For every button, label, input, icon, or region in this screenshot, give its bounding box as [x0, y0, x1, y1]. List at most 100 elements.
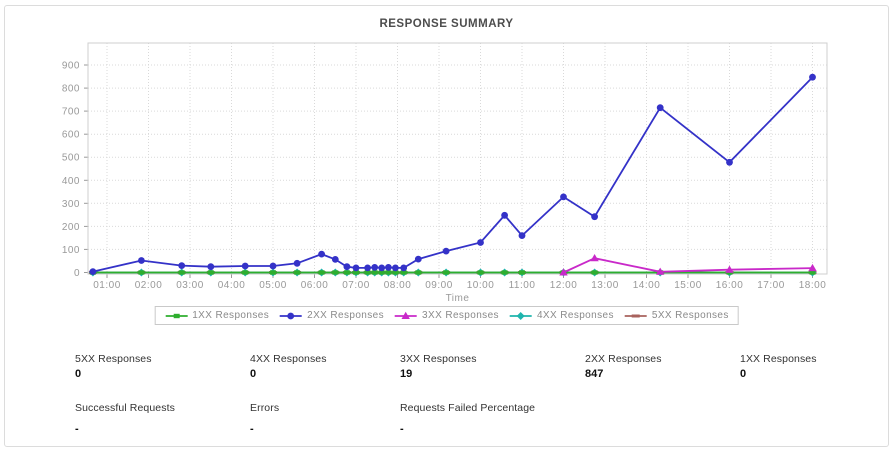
y-tick-label: 900 [62, 61, 80, 72]
x-axis-title: Time [446, 293, 470, 304]
y-tick-label: 800 [62, 84, 80, 95]
data-point-2xx-responses [501, 211, 508, 219]
data-point-2xx-responses [560, 193, 567, 201]
legend-item-2xx-responses: 2XX Responses [279, 310, 384, 321]
stat-label: 5XX Responses [75, 353, 152, 365]
chart-legend: 1XX Responses 2XX Responses 3XX Responses 4… [154, 306, 739, 325]
data-point-1xx-responses [443, 270, 450, 275]
data-point-2xx-responses [331, 256, 339, 263]
data-point-1xx-responses [343, 270, 350, 275]
stat-value: 0 [740, 368, 747, 380]
data-point-2xx-responses [293, 259, 301, 267]
response-summary-chart: 0 100 200 300 400 500 600 700 800 900 01:00 02:00 03… [62, 42, 828, 304]
data-point-2xx-responses [207, 263, 215, 271]
x-tick-label: 15:00 [674, 280, 702, 291]
stat-3xx-responses: 3XX Responses 19 [400, 353, 477, 380]
data-point-2xx-responses [385, 264, 392, 271]
stat-4xx-responses: 4XX Responses 0 [250, 353, 327, 380]
stat-5xx-responses: 5XX Responses 0 [75, 353, 152, 380]
stat-label: 2XX Responses [585, 353, 662, 365]
series-3xx-responses [559, 254, 817, 276]
legend-4xx-responses-marker-icon [509, 311, 532, 320]
legend-label: 1XX Responses [192, 310, 270, 321]
x-tick-label: 04:00 [218, 280, 246, 291]
data-point-1xx-responses [178, 270, 185, 275]
y-tick-label: 0 [74, 268, 80, 279]
y-tick-label: 300 [62, 199, 80, 210]
legend-1xx-responses-marker-icon [165, 313, 188, 318]
x-tick-label: 01:00 [93, 280, 121, 291]
data-point-3xx-responses [590, 254, 599, 262]
data-point-2xx-responses [414, 255, 422, 263]
data-point-1xx-responses [242, 270, 249, 275]
y-tick-label: 200 [62, 222, 80, 233]
data-point-2xx-responses [378, 264, 386, 272]
stat-label: Requests Failed Percentage [400, 402, 536, 414]
data-point-2xx-responses [518, 232, 526, 240]
data-point-2xx-responses [241, 262, 249, 270]
data-point-2xx-responses [591, 213, 598, 221]
legend-item-1xx-responses: 1XX Responses [164, 310, 269, 321]
data-point-1xx-responses [378, 270, 385, 275]
data-point-2xx-responses [477, 239, 484, 246]
x-tick-label: 03:00 [176, 280, 204, 291]
y-tick-label: 400 [62, 176, 80, 187]
response-summary-panel: RESPONSE SUMMARY 0 100 200 300 400 500 600 700 8… [4, 5, 889, 447]
x-tick-label: 13:00 [591, 280, 619, 291]
stat-label: 4XX Responses [250, 353, 327, 365]
data-point-1xx-responses [364, 270, 371, 275]
data-point-2xx-responses [726, 158, 733, 166]
legend-3xx-responses-marker-icon [395, 311, 418, 319]
plot-border [87, 42, 828, 275]
x-tick-label: 09:00 [425, 280, 453, 291]
stat-value: 0 [75, 368, 82, 380]
legend-5xx-responses-marker-icon [624, 314, 647, 317]
y-tick-label: 500 [62, 153, 80, 164]
stat-value: - [75, 423, 79, 435]
data-point-1xx-responses [415, 270, 422, 275]
x-tick-label: 16:00 [716, 280, 744, 291]
data-point-2xx-responses [318, 250, 325, 258]
data-point-2xx-responses [138, 257, 145, 264]
stat-1xx-responses: 1XX Responses 0 [740, 353, 817, 380]
data-point-1xx-responses [477, 270, 484, 275]
data-point-1xx-responses [400, 270, 407, 275]
legend-item-4xx-responses: 4XX Responses [509, 310, 614, 321]
data-point-2xx-responses [352, 264, 360, 272]
data-point-2xx-responses [89, 268, 97, 275]
y-tick-label: 100 [62, 245, 80, 256]
stat-successful-requests: Successful Requests - [75, 402, 175, 435]
data-point-3xx-responses [808, 263, 817, 272]
data-point-1xx-responses [294, 270, 301, 275]
legend-label: 2XX Responses [307, 310, 385, 321]
stat-value: 19 [400, 368, 413, 380]
data-point-1xx-responses [138, 270, 145, 275]
series-1xx-responses [89, 270, 816, 275]
data-point-1xx-responses [591, 270, 598, 275]
y-tick-label: 600 [62, 130, 80, 141]
data-point-1xx-responses [270, 270, 276, 275]
data-point-3xx-responses [656, 267, 665, 275]
data-point-3xx-responses [559, 268, 568, 276]
stat-label: 3XX Responses [400, 353, 477, 365]
data-point-2xx-responses [343, 263, 351, 271]
stat-label: Successful Requests [75, 402, 175, 414]
y-tick-label: 700 [62, 107, 80, 118]
x-tick-label: 11:00 [509, 280, 536, 291]
legend-item-3xx-responses: 3XX Responses [394, 310, 499, 321]
data-point-1xx-responses [207, 270, 214, 275]
stat-value: 0 [250, 368, 257, 380]
x-tick-label: 07:00 [342, 280, 370, 291]
data-point-1xx-responses [332, 270, 339, 275]
data-point-1xx-responses [371, 270, 378, 275]
stat-errors: Errors - [250, 402, 279, 435]
data-point-2xx-responses [371, 264, 379, 271]
x-tick-label: 10:00 [467, 280, 495, 291]
data-point-2xx-responses [178, 262, 186, 269]
legend-label: 3XX Responses [422, 310, 499, 321]
data-point-2xx-responses [269, 262, 277, 270]
stat-requests-failed-percentage: Requests Failed Percentage - [400, 402, 535, 435]
stat-2xx-responses: 2XX Responses 847 [585, 353, 662, 380]
data-point-2xx-responses [442, 247, 450, 255]
data-point-1xx-responses [318, 270, 325, 275]
